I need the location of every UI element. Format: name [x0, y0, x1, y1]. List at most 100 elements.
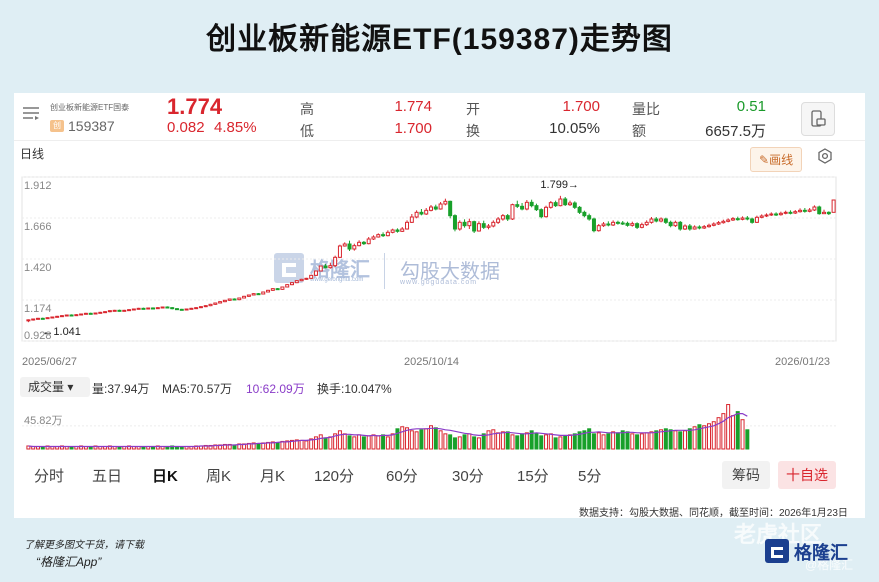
candle-body — [726, 219, 731, 222]
volume-bar — [457, 436, 462, 450]
price-change: 0.082 — [167, 119, 205, 136]
candle-body — [127, 309, 132, 312]
candle-body — [414, 211, 419, 218]
tab-monthly-k[interactable]: 月K — [260, 468, 286, 485]
candle-body — [371, 236, 376, 240]
candle-body — [429, 206, 433, 211]
volume-bar — [333, 433, 338, 450]
candle-body — [505, 215, 510, 220]
candle-body — [587, 215, 592, 220]
candle-body — [702, 226, 707, 229]
price-change-pct: 4.85% — [214, 119, 257, 136]
volume-bar — [683, 430, 688, 450]
volume-bar — [117, 446, 122, 450]
candlestick-chart[interactable]: 1.912 1.666 1.420 1.174 0.928 1.799→ ←1.041 202… — [14, 171, 865, 373]
volume-bar — [524, 432, 529, 450]
candle-body — [774, 213, 779, 216]
candle-body — [366, 238, 371, 245]
promo-line-2: “格隆汇App” — [36, 555, 102, 569]
candle-body — [83, 312, 88, 315]
candle-body — [160, 306, 165, 309]
volume-bar — [251, 442, 256, 450]
candle-body — [318, 265, 323, 272]
candle-body — [750, 218, 755, 223]
volume-bar — [443, 433, 448, 450]
tab-five-day[interactable]: 五日 — [92, 468, 123, 485]
tab-minute[interactable]: 分时 — [34, 468, 65, 485]
caret-down-icon: ▾ — [67, 380, 74, 394]
volume-bar — [256, 443, 261, 450]
candle-body — [31, 318, 36, 321]
tab-60min[interactable]: 60分 — [386, 468, 418, 485]
volume-bar — [414, 431, 419, 450]
candle-body — [328, 265, 333, 269]
candle-body — [270, 288, 275, 291]
candle-body — [122, 309, 127, 312]
volume-bar — [663, 428, 668, 450]
volume-bar — [481, 433, 486, 450]
candle-body — [213, 302, 218, 305]
candle-body — [290, 282, 295, 286]
candle-body — [179, 308, 184, 311]
volume-bar — [371, 434, 376, 450]
volume-bar — [309, 438, 314, 450]
candle-body — [817, 206, 822, 215]
candle-body — [596, 225, 601, 232]
volume-bar — [567, 434, 572, 450]
settings-icon[interactable] — [816, 147, 834, 170]
volume-bar — [711, 421, 716, 450]
tab-weekly-k[interactable]: 周K — [206, 468, 232, 485]
volume-bar — [361, 436, 366, 450]
menu-icon[interactable] — [22, 105, 40, 126]
candle-body — [333, 256, 338, 267]
chip-button[interactable]: 筹码 — [722, 461, 770, 489]
candle-body — [50, 316, 55, 319]
candle-body — [151, 307, 156, 310]
tab-15min[interactable]: 15分 — [517, 468, 549, 485]
volume-bar — [577, 431, 582, 450]
candle-body — [294, 280, 299, 284]
volume-bar — [486, 430, 491, 450]
candle-body — [433, 206, 438, 210]
volume-bar — [40, 446, 45, 450]
candle-body — [654, 218, 659, 222]
candle-body — [385, 231, 390, 237]
y-tick-label: 1.420 — [24, 262, 52, 274]
candle-body — [668, 221, 673, 227]
candle-body — [184, 308, 189, 311]
candle-body — [304, 277, 309, 280]
candle-body — [448, 200, 453, 217]
volume-bar — [635, 434, 640, 450]
candle-body — [822, 211, 827, 215]
candle-body — [706, 224, 711, 228]
volume-ma-line — [28, 413, 748, 448]
candle-body — [208, 303, 213, 307]
tab-5min[interactable]: 5分 — [578, 468, 602, 485]
candle-body — [831, 199, 836, 213]
add-watchlist-button[interactable]: 十自选 — [778, 461, 836, 489]
volume-selector[interactable]: 成交量 ▾ — [20, 377, 90, 397]
candle-body — [625, 222, 630, 226]
volume-chart[interactable]: 45.82万 — [14, 399, 865, 453]
watermark-divider — [384, 253, 385, 289]
ratio-value: 0.51 — [736, 98, 766, 115]
orientation-button[interactable] — [801, 102, 835, 136]
tab-daily-k[interactable]: 日K — [152, 468, 178, 485]
draw-line-button[interactable]: ✎画线 — [750, 147, 803, 172]
fund-name: 创业板新能源ETF国泰 — [50, 103, 130, 112]
candle-body — [390, 229, 395, 233]
candle-body — [472, 221, 477, 232]
tab-120min[interactable]: 120分 — [314, 468, 355, 485]
candle-body — [798, 209, 803, 213]
volume-selector-label: 成交量 — [28, 380, 65, 394]
candle-body — [69, 314, 74, 317]
candle-body — [405, 221, 410, 230]
candle-body — [611, 221, 616, 226]
candle-body — [735, 218, 740, 221]
tab-30min[interactable]: 30分 — [452, 468, 484, 485]
volume-bar — [304, 440, 309, 450]
volume-bar — [357, 434, 362, 450]
fund-code: 159387 — [68, 118, 115, 134]
candle-body — [189, 307, 194, 310]
watermark-brand-url: www.gelonghui.com — [310, 277, 364, 283]
